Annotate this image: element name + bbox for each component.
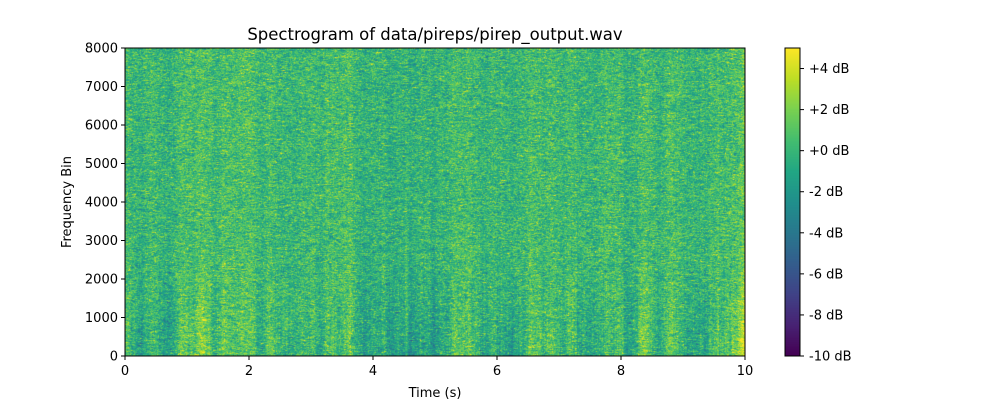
colorbar-tick-label: -8 dB bbox=[809, 308, 843, 323]
y-tick-label: 3000 bbox=[85, 234, 118, 249]
colorbar-gradient bbox=[785, 48, 800, 356]
y-tick-label: 1000 bbox=[85, 311, 118, 326]
colorbar-tick-label: -2 dB bbox=[809, 185, 843, 200]
x-tick-label: 2 bbox=[245, 364, 253, 379]
x-tick-label: 8 bbox=[617, 364, 625, 379]
y-tick-label: 4000 bbox=[85, 196, 118, 211]
colorbar-tick-label: +4 dB bbox=[809, 62, 849, 77]
colorbar-axis: -10 dB -8 dB -6 dB -4 dB -2 dB +0 dB +2 dB +4 d… bbox=[800, 62, 852, 365]
colorbar-tick-label: +2 dB bbox=[809, 103, 849, 118]
y-tick-label: 8000 bbox=[85, 42, 118, 57]
colorbar-tick-label: -10 dB bbox=[809, 350, 852, 365]
colorbar-tick-label: -6 dB bbox=[809, 267, 843, 282]
y-axis: 0 1000 2000 3000 4000 5000 6000 7000 8000 bbox=[85, 42, 125, 365]
colorbar-frame bbox=[784, 47, 801, 357]
chart-title: Spectrogram of data/pireps/pirep_output.… bbox=[247, 25, 623, 45]
y-tick-label: 0 bbox=[110, 350, 118, 365]
spectrogram-image bbox=[125, 48, 745, 356]
x-axis: 0 2 4 6 8 10 bbox=[121, 356, 753, 379]
y-tick-label: 5000 bbox=[85, 157, 118, 172]
x-tick-label: 10 bbox=[737, 364, 754, 379]
y-tick-label: 7000 bbox=[85, 80, 118, 95]
x-tick-label: 4 bbox=[369, 364, 377, 379]
x-tick-label: 0 bbox=[121, 364, 129, 379]
y-tick-label: 2000 bbox=[85, 273, 118, 288]
colorbar-tick-label: +0 dB bbox=[809, 144, 849, 159]
y-tick-label: 6000 bbox=[85, 119, 118, 134]
y-axis-label: Frequency Bin bbox=[60, 156, 75, 248]
x-tick-label: 6 bbox=[493, 364, 501, 379]
x-axis-label: Time (s) bbox=[408, 386, 462, 400]
colorbar-tick-label: -4 dB bbox=[809, 226, 843, 241]
plot-frame bbox=[124, 47, 746, 357]
